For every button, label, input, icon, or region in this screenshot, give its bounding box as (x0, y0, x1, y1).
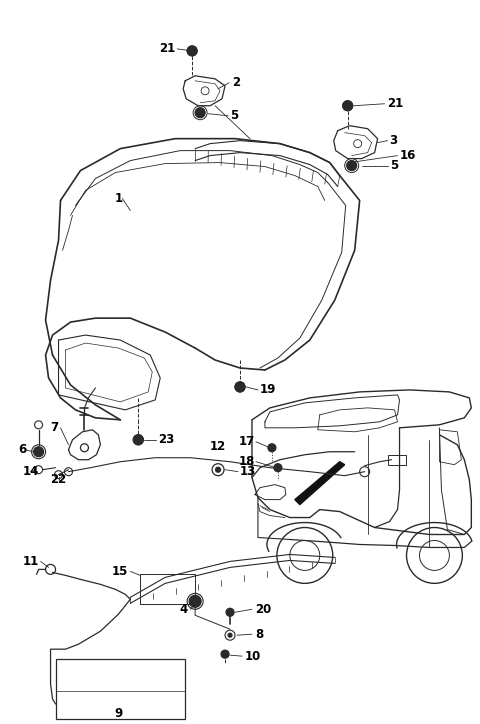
Text: 15: 15 (112, 565, 128, 578)
Text: 20: 20 (255, 603, 271, 616)
Circle shape (343, 101, 353, 111)
Circle shape (34, 447, 44, 457)
Text: 14: 14 (23, 466, 39, 478)
Bar (56, 659, 185, 719)
Text: 17: 17 (239, 435, 255, 448)
Circle shape (228, 634, 232, 637)
Text: 4: 4 (180, 603, 188, 616)
Text: 1: 1 (114, 192, 122, 205)
Text: 23: 23 (158, 433, 175, 446)
Circle shape (133, 435, 144, 445)
Bar (140, 574, 195, 605)
Text: 8: 8 (255, 628, 263, 641)
Text: 16: 16 (399, 149, 416, 162)
Bar (387, 455, 406, 465)
Text: 2: 2 (232, 76, 240, 89)
Circle shape (347, 161, 357, 171)
Text: 21: 21 (387, 97, 404, 110)
Circle shape (235, 382, 245, 392)
Circle shape (187, 46, 197, 56)
Circle shape (221, 650, 229, 658)
Text: 5: 5 (390, 159, 398, 172)
Text: 13: 13 (240, 466, 256, 478)
Text: 19: 19 (260, 384, 276, 397)
Text: 18: 18 (239, 455, 255, 468)
Text: 21: 21 (159, 43, 175, 56)
Polygon shape (295, 462, 345, 505)
Circle shape (268, 444, 276, 452)
Text: 12: 12 (210, 439, 226, 452)
Text: 11: 11 (23, 555, 38, 568)
Circle shape (274, 463, 282, 471)
Text: 5: 5 (230, 109, 238, 122)
Text: 7: 7 (50, 421, 59, 434)
Circle shape (216, 467, 220, 472)
Text: 22: 22 (50, 473, 67, 486)
Text: 10: 10 (245, 649, 261, 662)
Text: 6: 6 (19, 443, 27, 456)
Circle shape (226, 608, 234, 616)
Circle shape (195, 108, 205, 118)
Circle shape (189, 595, 201, 607)
Text: 9: 9 (114, 707, 122, 720)
Text: 3: 3 (390, 134, 398, 147)
